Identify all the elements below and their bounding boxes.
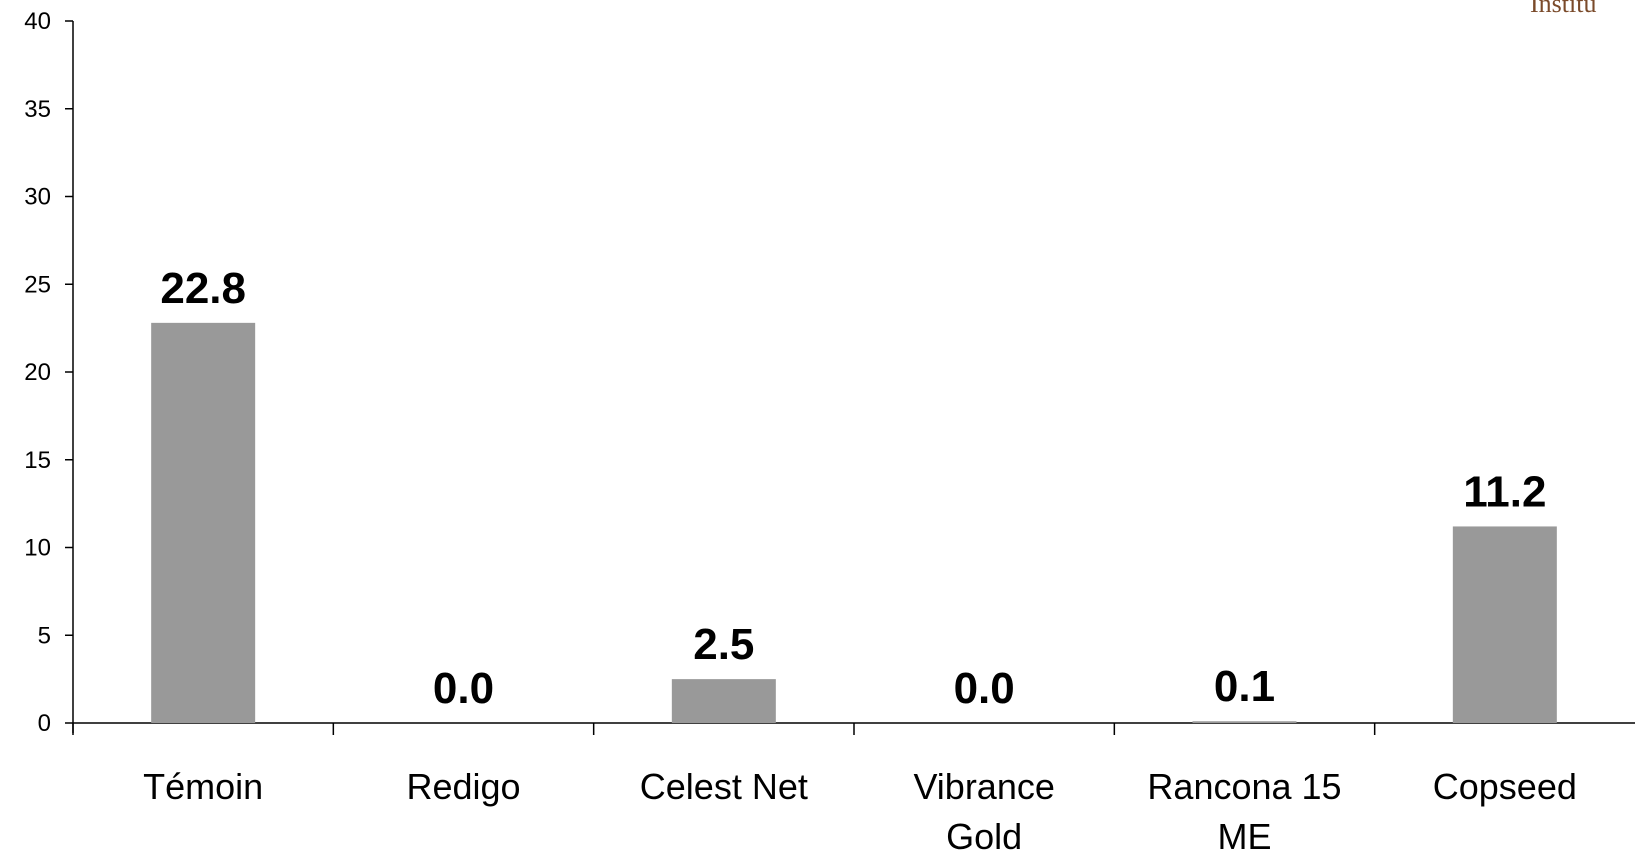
x-category-label: Témoin (143, 766, 263, 807)
data-label: 2.5 (693, 620, 754, 669)
x-category-label: Celest Net (640, 766, 808, 807)
bar (1192, 721, 1297, 723)
bars (151, 322, 1557, 723)
y-tick-label: 25 (24, 271, 51, 298)
x-category-label: Rancona 15 ME (1147, 766, 1341, 853)
x-category-label: Vibrance Gold (913, 766, 1054, 853)
x-category-label-line: ME (1218, 816, 1272, 853)
x-category-label-line: Témoin (143, 766, 263, 807)
data-label: 0.1 (1214, 662, 1275, 711)
x-category-label-line: Vibrance (913, 766, 1054, 807)
x-axis: Témoin Redigo Celest Net Vibrance Gold Rancon… (72, 722, 1635, 853)
x-category-label-line: Redigo (406, 766, 520, 807)
y-tick-label: 5 (38, 622, 51, 649)
data-label: 0.0 (954, 664, 1015, 713)
x-category-label: Redigo (406, 766, 520, 807)
data-label: 0.0 (433, 664, 494, 713)
y-tick-label: 20 (24, 359, 51, 386)
data-label: 22.8 (160, 264, 246, 313)
y-tick-label: 30 (24, 184, 51, 211)
y-tick-label: 0 (38, 710, 51, 737)
y-tick-label: 40 (24, 8, 51, 35)
data-label: 11.2 (1463, 467, 1546, 516)
institute-logo: Institu (1530, 0, 1596, 18)
y-tick-label: 35 (24, 96, 51, 123)
x-category-label-line: Gold (946, 816, 1022, 853)
x-category-label-line: Celest Net (640, 766, 808, 807)
x-category-label: Copseed (1433, 766, 1577, 807)
x-category-label-line: Rancona 15 (1147, 766, 1341, 807)
bar (1452, 526, 1557, 723)
y-tick-label: 10 (24, 535, 51, 562)
x-category-label-line: Copseed (1433, 766, 1577, 807)
bar (671, 679, 776, 723)
y-tick-label: 15 (24, 447, 51, 474)
bar (151, 322, 256, 723)
y-axis: 0 5 10 15 20 25 30 35 40 (24, 8, 74, 737)
data-labels: 22.8 0.0 2.5 0.0 0.1 11.2 (160, 264, 1546, 713)
